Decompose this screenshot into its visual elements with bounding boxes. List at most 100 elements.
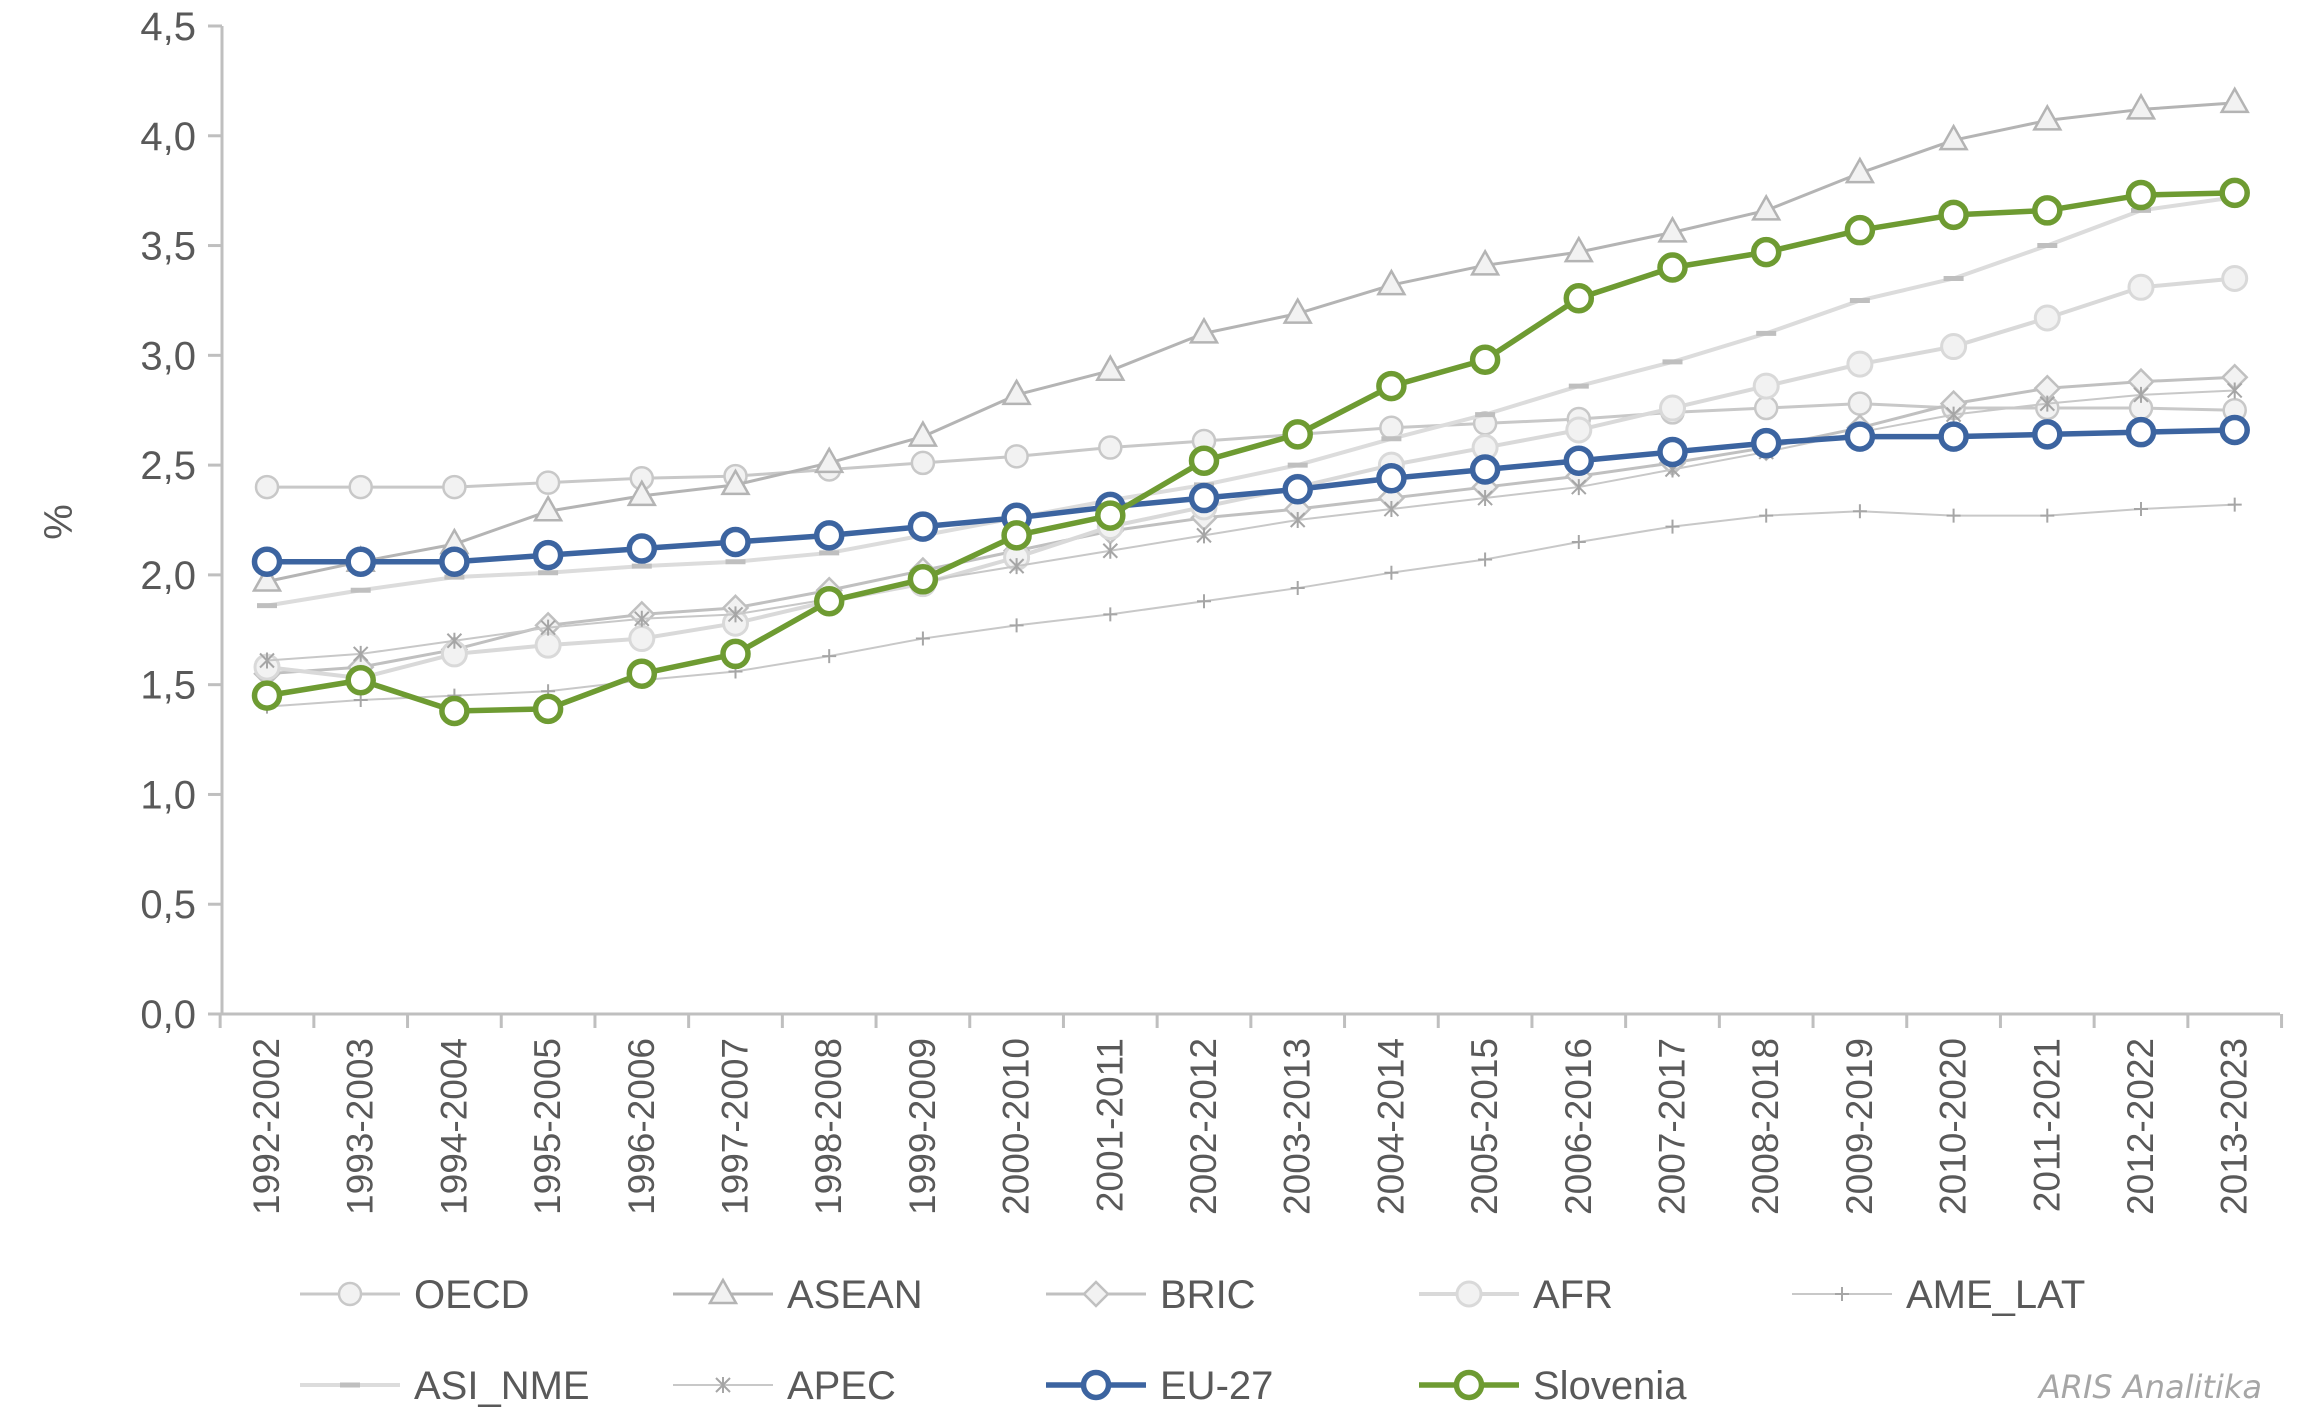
series-line-slovenia: [264, 190, 2238, 714]
data-point: [1383, 501, 1400, 518]
legend-marker: [1455, 1280, 1483, 1308]
y-tick-label: 2,5: [140, 444, 196, 488]
x-tick-label: 2009-2019: [1839, 1038, 1880, 1215]
data-point: [1938, 199, 1969, 231]
data-point: [2133, 386, 2149, 403]
data-point: [813, 520, 845, 551]
data-point: [1008, 558, 1025, 575]
data-point: [907, 420, 939, 447]
data-point: [1751, 193, 1782, 221]
data-point: [1657, 215, 1688, 243]
legend-item-oecd: OECD: [300, 1273, 530, 1317]
data-point: [2040, 508, 2055, 523]
legend-item-asi-nme: ASI_NME: [300, 1364, 590, 1408]
data-point: [626, 658, 658, 689]
y-tick-label: 1,5: [140, 664, 196, 708]
data-point: [626, 533, 658, 564]
y-tick-label: 4,5: [140, 5, 196, 49]
legend-item-bric: BRIC: [1046, 1273, 1256, 1317]
y-tick-label: 2,0: [140, 554, 196, 598]
data-point: [540, 619, 556, 636]
x-tick-label: 2013-2023: [2214, 1038, 2255, 1215]
y-tick-label: 0,5: [140, 883, 196, 927]
data-point: [814, 446, 845, 474]
data-point: [1376, 370, 1407, 402]
data-point: [439, 695, 470, 727]
data-point: [352, 645, 369, 662]
data-point: [254, 474, 280, 500]
data-point: [251, 546, 283, 577]
x-tick-label: 2006-2016: [1558, 1038, 1599, 1215]
x-tick-label: 1995-2005: [527, 1038, 568, 1215]
y-tick-label: 3,0: [140, 334, 196, 378]
data-point: [2032, 419, 2063, 450]
data-point: [1759, 508, 1774, 523]
data-point: [628, 625, 656, 653]
data-point: [532, 494, 564, 522]
data-point: [2125, 179, 2157, 211]
data-point: [2227, 497, 2242, 512]
data-point: [1098, 435, 1123, 460]
series-slovenia: [251, 177, 2250, 727]
data-point: [1469, 248, 1501, 276]
x-tick-label: 2008-2018: [1745, 1038, 1786, 1215]
data-point: [2125, 416, 2157, 448]
x-tick-label: 1996-2006: [621, 1038, 662, 1215]
data-point: [720, 468, 751, 496]
x-tick-label: 1994-2004: [433, 1038, 474, 1215]
data-point: [1004, 444, 1029, 469]
x-tick-label: 1997-2007: [715, 1038, 756, 1215]
legend-marker: [337, 1281, 363, 1307]
legend-item-eu-27: EU-27: [1046, 1364, 1273, 1408]
data-point: [910, 450, 936, 476]
data-point: [2219, 414, 2250, 446]
data-point: [907, 511, 939, 542]
data-point: [535, 470, 561, 495]
data-point: [446, 632, 463, 649]
series-lines: [251, 86, 2250, 727]
series-asean: [251, 86, 2250, 592]
data-point: [1289, 512, 1306, 528]
legend-label: ASI_NME: [414, 1364, 590, 1408]
data-point: [634, 610, 650, 627]
data-point: [720, 526, 751, 558]
data-point: [915, 631, 930, 646]
data-point: [907, 564, 939, 595]
data-point: [259, 652, 275, 669]
series-afr: [253, 264, 2249, 692]
x-tick-label: 1993-2003: [340, 1038, 381, 1215]
data-point: [2032, 103, 2063, 131]
data-point: [1188, 445, 1220, 476]
data-point: [1009, 618, 1024, 633]
x-tick-label: 2010-2020: [1933, 1038, 1974, 1215]
data-point: [1844, 214, 1876, 246]
data-point: [1001, 520, 1032, 551]
data-point: [1095, 354, 1126, 381]
data-point: [1657, 252, 1688, 283]
x-tick-label: 2011-2021: [2026, 1038, 2067, 1212]
y-tick-label: 4,0: [140, 115, 196, 159]
data-point: [1847, 391, 1873, 416]
y-axis: 0,0 0,5 1,0 1,5 2,0 2,5 3,0 3,5 4,0 4,5: [140, 5, 224, 1037]
data-point: [2033, 304, 2061, 332]
y-axis-label: %: [37, 504, 81, 540]
data-point: [1469, 344, 1501, 375]
data-point: [1376, 463, 1407, 494]
data-point: [1844, 421, 1876, 452]
x-axis: 1992-2002 1993-2003 1994-2004 1995-2005 1996…: [218, 1012, 2284, 1215]
data-point: [1197, 594, 1211, 609]
x-tick-label: 2012-2022: [2120, 1038, 2161, 1215]
legend-item-afr: AFR: [1419, 1273, 1613, 1317]
data-point: [1571, 479, 1587, 496]
y-tick-label: 3,5: [140, 225, 196, 269]
data-point: [1938, 123, 1969, 151]
data-point: [1103, 607, 1118, 622]
legend-item-asean: ASEAN: [673, 1273, 923, 1317]
data-point: [1659, 394, 1686, 422]
legend-label: ASEAN: [787, 1273, 923, 1317]
x-tick-label: 2001-2011: [1089, 1038, 1130, 1212]
series-line-ame-lat: [266, 503, 2236, 708]
data-point: [2226, 382, 2243, 399]
data-point: [442, 474, 467, 500]
